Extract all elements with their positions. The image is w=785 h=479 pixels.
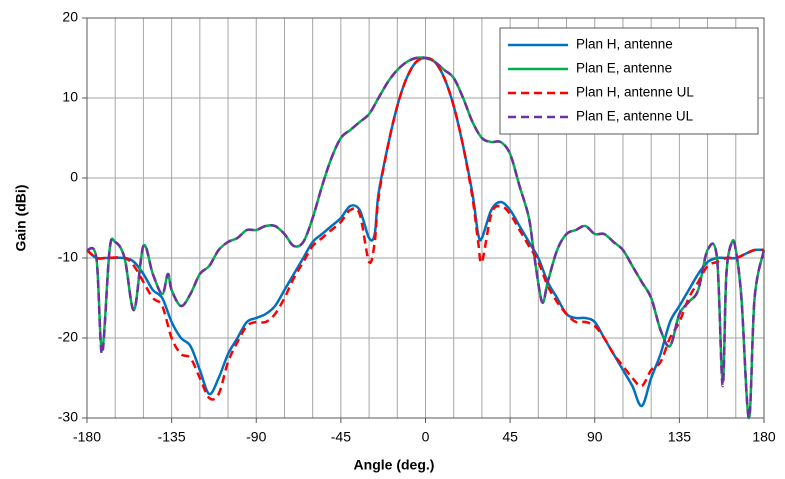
y-axis-label: Gain (dBi) (13, 185, 29, 252)
x-tick-label: 180 (752, 429, 776, 445)
legend-label: Plan H, antenne (576, 37, 673, 52)
y-tick-label: -30 (58, 409, 78, 425)
y-tick-label: 0 (70, 169, 78, 185)
plot-lines (85, 56, 766, 420)
x-tick-label: 135 (668, 429, 692, 445)
x-tick-label: -135 (158, 429, 186, 445)
x-tick-label: -45 (331, 429, 351, 445)
x-tick-label: -180 (73, 429, 101, 445)
legend-label: Plan E, antenne UL (576, 109, 694, 124)
y-tick-label: 20 (62, 9, 78, 25)
legend-label: Plan H, antenne UL (576, 85, 694, 100)
y-tick-label: -10 (58, 249, 78, 265)
series-line (85, 56, 766, 420)
plot-frame (86, 17, 765, 419)
y-tick-label: -20 (58, 329, 78, 345)
x-tick-label: -90 (246, 429, 266, 445)
legend-label: Plan E, antenne (576, 61, 672, 76)
x-axis-label: Angle (deg.) (354, 457, 435, 473)
legend: Plan H, antenne Plan E, antenne Plan H, an… (499, 27, 759, 135)
x-tick-label: 0 (422, 429, 430, 445)
axes: -30 -20 -10 0 10 20 -180 -135 -90 -45 0 45 90 135 180 (58, 9, 776, 445)
x-tick-label: 45 (502, 429, 518, 445)
x-tick-label: 90 (587, 429, 603, 445)
y-tick-label: 10 (62, 89, 78, 105)
